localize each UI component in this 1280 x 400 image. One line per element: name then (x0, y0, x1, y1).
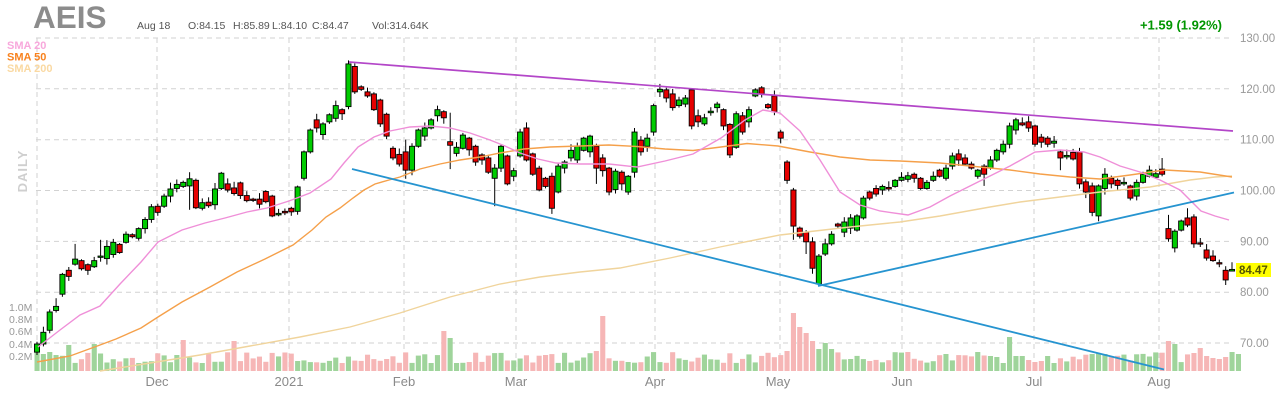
svg-text:+1.59 (1.92%): +1.59 (1.92%) (1140, 18, 1222, 33)
svg-text:SMA 50: SMA 50 (7, 52, 46, 64)
svg-text:1.0M0.8M0.6M0.4M0.2M: 1.0M 0.8M 0.6M 0.4M 0.2M (9, 302, 32, 363)
svg-text:SMA 20: SMA 20 (7, 40, 46, 52)
svg-text:Aug 18O:84.15H:85.89L:84.10C:8: Aug 18 O:84.15 H:85.89 L:84.10 C:84.47 Vol:31… (137, 20, 429, 32)
svg-text:SMA 200: SMA 200 (7, 63, 52, 75)
svg-text:AEIS: AEIS (33, 0, 107, 35)
svg-text:84.47: 84.47 (1239, 265, 1268, 277)
svg-text:DAILY: DAILY (15, 150, 30, 193)
